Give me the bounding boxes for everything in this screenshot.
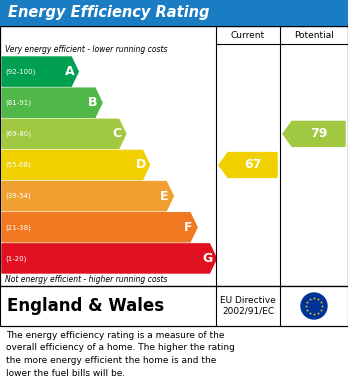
Bar xyxy=(0,326,348,391)
Text: (81-91): (81-91) xyxy=(5,99,31,106)
Bar xyxy=(0,0,348,26)
Text: Energy Efficiency Rating: Energy Efficiency Rating xyxy=(8,5,209,20)
Text: (92-100): (92-100) xyxy=(5,68,35,75)
Polygon shape xyxy=(2,213,197,242)
Text: (39-54): (39-54) xyxy=(5,193,31,199)
Text: The energy efficiency rating is a measure of the
overall efficiency of a home. T: The energy efficiency rating is a measur… xyxy=(6,331,235,377)
Text: 67: 67 xyxy=(244,158,261,172)
Polygon shape xyxy=(2,244,216,273)
Polygon shape xyxy=(2,119,126,149)
Text: (55-68): (55-68) xyxy=(5,162,31,168)
Text: G: G xyxy=(203,252,213,265)
Circle shape xyxy=(301,293,327,319)
Polygon shape xyxy=(2,181,173,211)
Polygon shape xyxy=(219,152,277,178)
Bar xyxy=(0,26,348,286)
Text: England & Wales: England & Wales xyxy=(7,297,164,315)
Text: EU Directive
2002/91/EC: EU Directive 2002/91/EC xyxy=(220,296,276,316)
Text: D: D xyxy=(135,158,146,172)
Text: Potential: Potential xyxy=(294,30,334,39)
Bar xyxy=(0,286,348,326)
Text: 79: 79 xyxy=(310,127,327,140)
Text: (1-20): (1-20) xyxy=(5,255,26,262)
Polygon shape xyxy=(2,151,150,179)
Text: Not energy efficient - higher running costs: Not energy efficient - higher running co… xyxy=(5,276,167,285)
Text: (21-38): (21-38) xyxy=(5,224,31,231)
Text: (69-80): (69-80) xyxy=(5,131,31,137)
Text: B: B xyxy=(88,96,98,109)
Text: Very energy efficient - lower running costs: Very energy efficient - lower running co… xyxy=(5,45,167,54)
Text: F: F xyxy=(184,221,192,234)
Text: A: A xyxy=(64,65,74,78)
Text: E: E xyxy=(160,190,168,203)
Polygon shape xyxy=(2,57,78,86)
Polygon shape xyxy=(283,121,345,146)
Polygon shape xyxy=(2,88,102,117)
Text: C: C xyxy=(112,127,121,140)
Text: Current: Current xyxy=(231,30,265,39)
